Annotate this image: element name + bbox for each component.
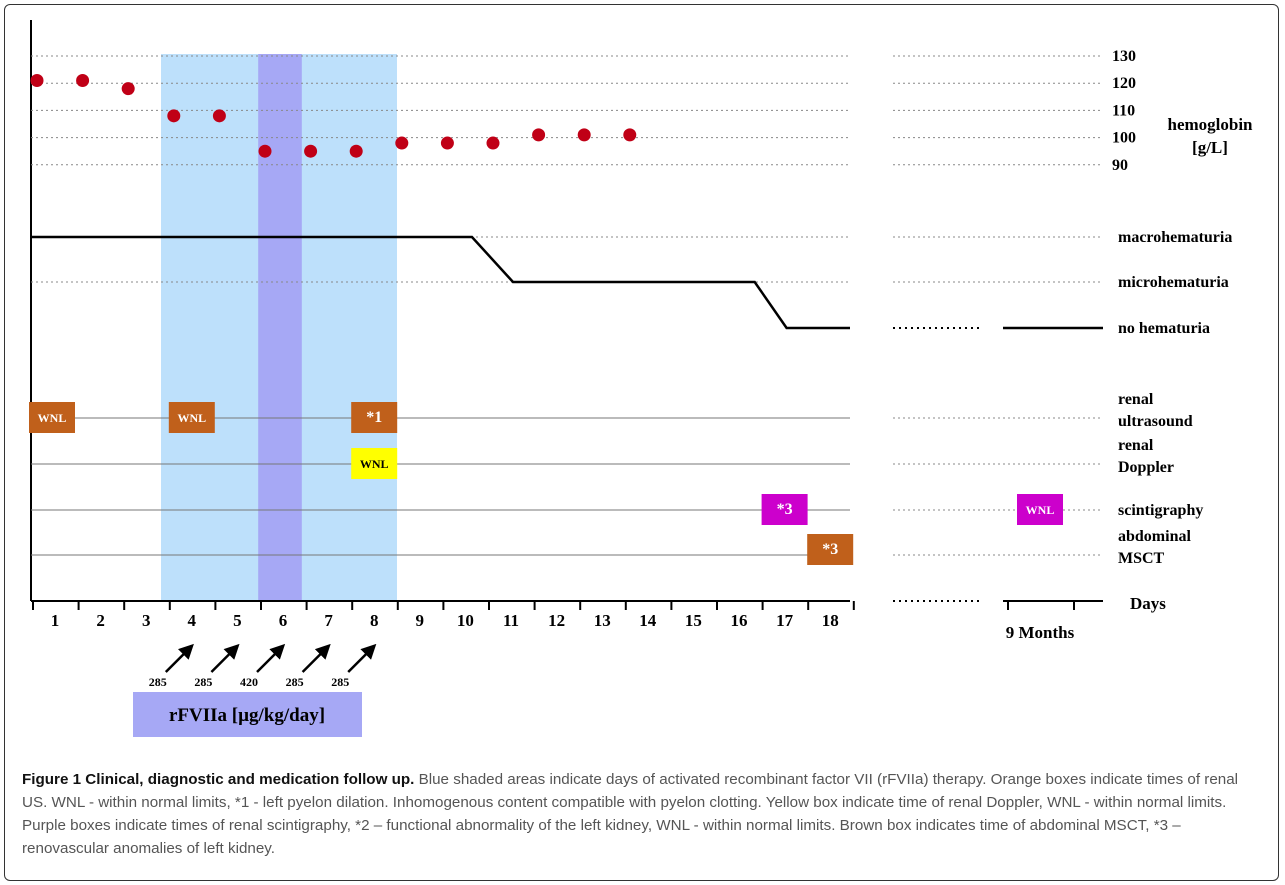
rfviia-label: rFVIIa [µg/kg/day]: [169, 705, 325, 726]
x-axis-day-label: 12: [548, 611, 565, 630]
rfviia-dose-label: 285: [149, 675, 167, 689]
x-axis-day-label: 2: [96, 611, 105, 630]
x-axis-day-label: 4: [188, 611, 197, 630]
exam-box-label: *3: [822, 541, 838, 558]
exam-box: [761, 494, 808, 525]
caption-title: Figure 1 Clinical, diagnostic and medica…: [22, 771, 415, 788]
exam-box-label: WNL: [1026, 503, 1055, 517]
x-axis-day-label: 15: [685, 611, 702, 630]
hemoglobin-unit-label: [g/L]: [1192, 138, 1228, 157]
hemoglobin-point: [623, 128, 637, 142]
hemoglobin-point: [121, 82, 135, 96]
rfviia-dose-arrow: [301, 643, 331, 673]
x-axis-day-label: 18: [822, 611, 839, 630]
hemoglobin-tick-label: 110: [1112, 102, 1135, 119]
caption-text: Blue shaded areas indicate days of activ…: [22, 771, 1239, 857]
x-axis-day-label: 3: [142, 611, 151, 630]
hemoglobin-point: [30, 73, 44, 87]
exam-label-renal: renal: [1118, 437, 1154, 454]
hemoglobin-label: hemoglobin: [1167, 115, 1253, 134]
hemoglobin-point: [532, 128, 546, 142]
x-axis-day-label: 5: [233, 611, 242, 630]
hemoglobin-point: [212, 109, 226, 123]
hematuria-level-label: microhematuria: [1118, 274, 1229, 291]
x-axis-day-label: 13: [594, 611, 611, 630]
hematuria-level-label: macrohematuria: [1118, 229, 1232, 246]
exam-box: [1017, 494, 1063, 525]
hemoglobin-tick-label: 100: [1112, 130, 1136, 147]
exam-box-label: *3: [777, 501, 793, 518]
exam-label-scintigraphy: scintigraphy: [1118, 502, 1203, 519]
exam-label-renal-2: Doppler: [1118, 459, 1174, 476]
figure-caption: Figure 1 Clinical, diagnostic and medica…: [22, 768, 1262, 860]
hemoglobin-point: [486, 136, 500, 150]
x-axis-day-label: 9: [416, 611, 425, 630]
exam-box: [351, 448, 398, 479]
exam-label-abdominal: abdominal: [1118, 528, 1191, 545]
exam-box: [29, 402, 75, 433]
x-axis-day-label: 10: [457, 611, 474, 630]
hemoglobin-point: [577, 128, 591, 142]
hemoglobin-point: [167, 109, 181, 123]
hemoglobin-tick-label: 90: [1112, 157, 1128, 174]
hemoglobin-tick-label: 120: [1112, 75, 1136, 92]
x-axis-day-label: 8: [370, 611, 379, 630]
exam-box: [351, 402, 398, 433]
hematuria-level-label: no hematuria: [1118, 320, 1210, 337]
rfviia-dose-label: 285: [194, 675, 212, 689]
rfviia-dose-label: 285: [286, 675, 304, 689]
exam-label-renal: renal: [1118, 391, 1154, 408]
rfviia-dose-arrow: [210, 643, 240, 673]
rfviia-dose-arrow: [256, 643, 286, 673]
hemoglobin-point: [304, 144, 318, 158]
x-axis-day-label: 7: [324, 611, 333, 630]
hemoglobin-point: [440, 136, 454, 150]
hemoglobin-point: [395, 136, 409, 150]
exam-label-abdominal-2: MSCT: [1118, 550, 1165, 567]
x-axis-nine-months-label: 9 Months: [1006, 623, 1075, 642]
x-axis-day-label: 16: [731, 611, 748, 630]
exam-box-label: WNL: [177, 411, 206, 425]
exam-box: [807, 534, 854, 565]
x-axis-title: Days: [1130, 594, 1166, 613]
x-axis-day-label: 1: [51, 611, 60, 630]
exam-box-label: WNL: [360, 457, 389, 471]
x-axis-day-label: 14: [639, 611, 657, 630]
hematuria-line: [31, 235, 850, 330]
rfviia-box: [133, 692, 362, 737]
timeline-chart: 13012011010090hemoglobin[g/L]macrohematu…: [29, 20, 1253, 737]
rfviia-dose-label: 285: [331, 675, 349, 689]
exam-box-label: WNL: [38, 411, 67, 425]
exam-box: [168, 402, 215, 433]
hemoglobin-point: [258, 144, 272, 158]
hemoglobin-point: [76, 73, 90, 87]
x-axis-day-label: 17: [776, 611, 794, 630]
hemoglobin-tick-label: 130: [1112, 48, 1136, 65]
exam-box-label: *1: [366, 409, 382, 426]
x-axis-day-label: 11: [503, 611, 519, 630]
hemoglobin-point: [349, 144, 363, 158]
rfviia-dose-arrow: [347, 643, 377, 673]
exam-label-renal-2: ultrasound: [1118, 413, 1193, 430]
rfviia-dose-label: 420: [240, 675, 258, 689]
x-axis-day-label: 6: [279, 611, 288, 630]
therapy-shading-dark: [258, 54, 302, 601]
rfviia-dose-arrow: [164, 643, 194, 673]
